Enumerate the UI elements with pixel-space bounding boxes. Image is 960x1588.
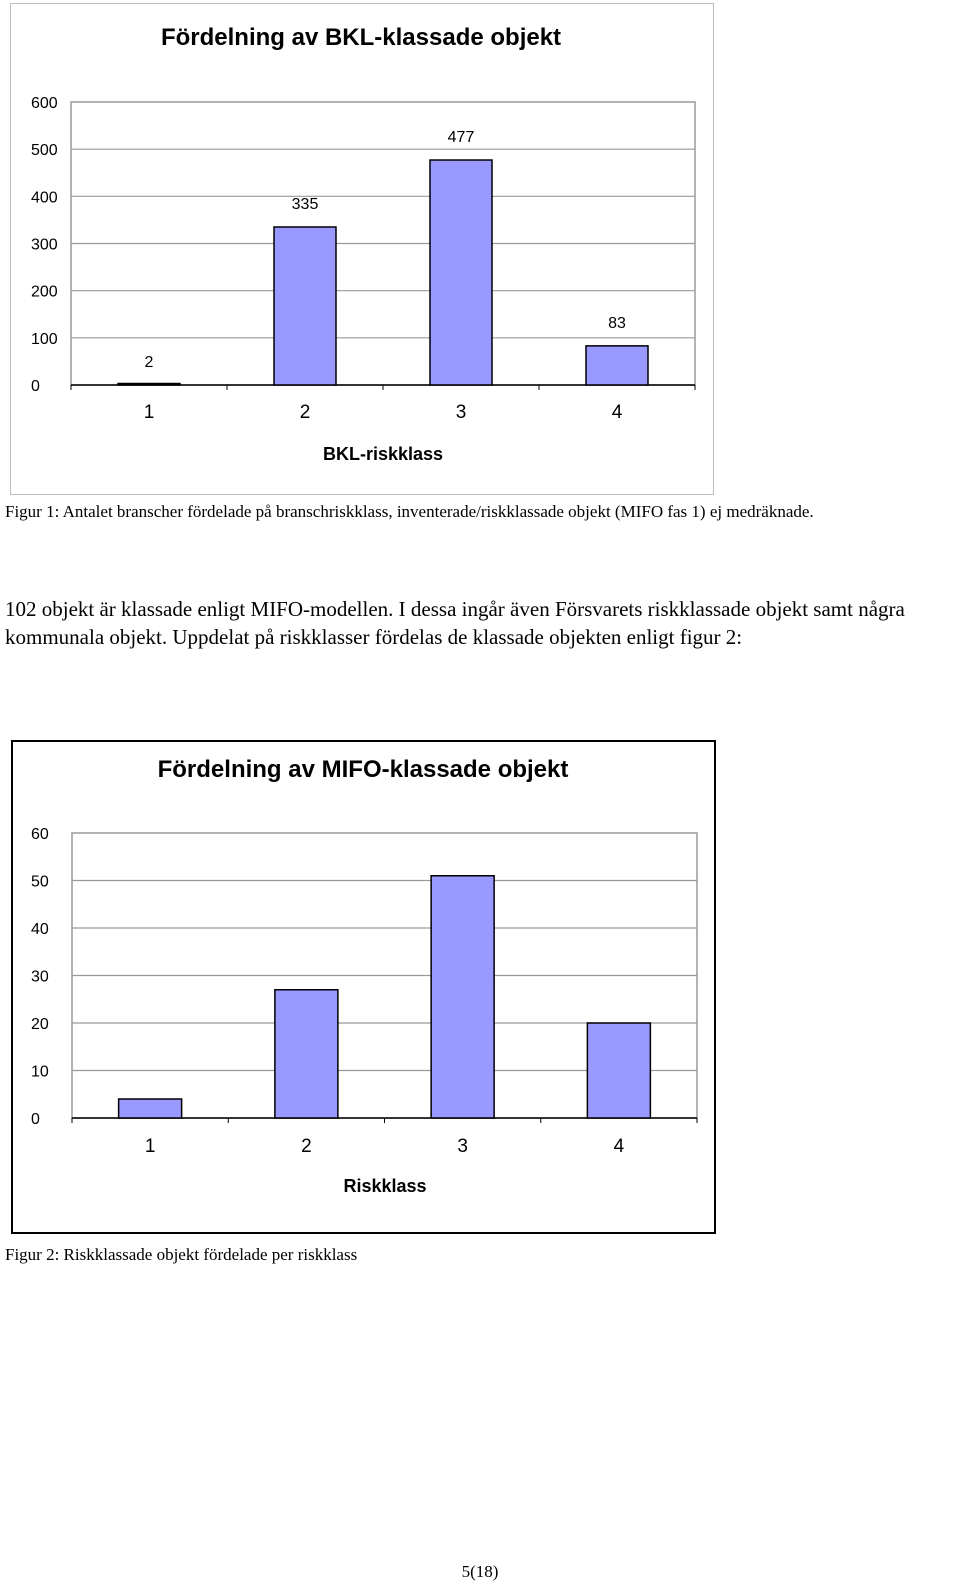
- data-label: 2: [145, 354, 154, 371]
- figure2-caption: Figur 2: Riskklassade objekt fördelade p…: [5, 1245, 358, 1264]
- data-label: 335: [292, 196, 319, 213]
- y-tick-label: 600: [31, 95, 58, 112]
- y-tick-label: 10: [31, 1064, 49, 1081]
- x-tick-label: 1: [145, 1136, 156, 1157]
- page-number: 5(18): [461, 1562, 499, 1581]
- bar-2: [273, 226, 337, 386]
- x-tick-label: 3: [457, 1136, 468, 1157]
- x-tick-label: 3: [456, 402, 467, 423]
- bar-2: [274, 989, 339, 1119]
- bar-3: [430, 875, 495, 1119]
- bar-1: [117, 1098, 183, 1119]
- y-tick-label: 0: [31, 378, 40, 395]
- chart-title: Fördelning av MIFO-klassade objekt: [158, 756, 569, 783]
- x-axis-label: Riskklass: [343, 1176, 426, 1196]
- y-tick-label: 20: [31, 1016, 49, 1033]
- y-tick-label: 0: [31, 1111, 40, 1128]
- x-tick-label: 2: [300, 402, 311, 423]
- data-label: 83: [608, 315, 626, 332]
- body-paragraph: 102 objekt är klassade enligt MIFO-model…: [5, 597, 905, 649]
- chart-bkl-svg: 0 100 200 300 400 500 600 1 2 2 335 3 477 4 83 Fördelni…: [31, 24, 696, 464]
- y-tick-label: 200: [31, 284, 58, 301]
- y-tick-label: 100: [31, 331, 58, 348]
- x-axis-label: BKL-riskklass: [323, 444, 443, 464]
- y-tick-label: 40: [31, 921, 49, 938]
- bar-1: [117, 382, 181, 386]
- x-tick-label: 2: [301, 1136, 312, 1157]
- y-tick-label: 500: [31, 142, 58, 159]
- x-tick-label: 4: [612, 402, 623, 423]
- y-tick-label: 50: [31, 874, 49, 891]
- x-tick-label: 1: [144, 402, 155, 423]
- figure1-caption: Figur 1: Antalet branscher fördelade på …: [5, 502, 814, 521]
- y-tick-label: 300: [31, 237, 58, 254]
- y-tick-label: 400: [31, 189, 58, 206]
- chart-title: Fördelning av BKL-klassade objekt: [161, 24, 561, 51]
- bar-3: [429, 159, 493, 386]
- x-tick-label: 4: [614, 1136, 625, 1157]
- y-tick-label: 60: [31, 826, 49, 843]
- chart-mifo-distribution: 0 10 20 30 40 50 60 1 2 3 4 Fördelning av MIFO-klas…: [11, 740, 716, 1234]
- data-label: 477: [448, 129, 475, 146]
- y-tick-label: 30: [31, 969, 49, 986]
- chart-bkl-distribution: 0 100 200 300 400 500 600 1 2 2 335 3 477 4 83 Fördelni…: [10, 3, 714, 495]
- chart-mifo-svg: 0 10 20 30 40 50 60 1 2 3 4 Fördelning av MIFO-klas…: [31, 756, 698, 1196]
- bar-4: [586, 1022, 652, 1119]
- bar-4: [585, 345, 649, 386]
